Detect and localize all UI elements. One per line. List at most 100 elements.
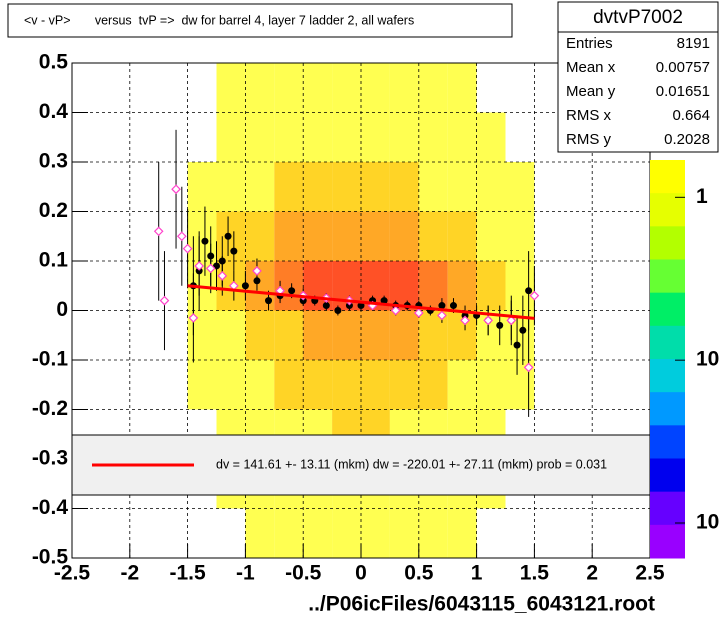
palette-cell xyxy=(650,491,685,526)
heat-cell xyxy=(332,310,361,360)
data-point xyxy=(201,237,209,245)
palette-cell xyxy=(650,325,685,360)
heat-cell xyxy=(274,162,304,212)
palette-cell xyxy=(650,392,685,426)
stat-value: 0.00757 xyxy=(656,59,710,76)
heat-cell xyxy=(361,360,390,410)
y-tick-label: -0.1 xyxy=(32,348,69,371)
stat-name: Entries xyxy=(566,35,613,52)
stat-name: RMS x xyxy=(566,107,612,124)
data-point xyxy=(506,315,517,326)
heat-cell xyxy=(332,360,361,410)
x-tick-label: 0 xyxy=(355,562,367,585)
color-palette: 1 10 10 xyxy=(650,160,719,559)
data-point xyxy=(224,232,232,240)
heat-cell xyxy=(303,112,333,162)
heat-cell xyxy=(389,360,419,410)
stats-rows: Entries 8191 Mean x 0.00757 Mean y 0.01651 RMS… xyxy=(566,35,710,148)
z-tick-label: 1 xyxy=(696,185,708,208)
heat-cell xyxy=(245,112,275,162)
x-tick-label: 1 xyxy=(471,562,483,585)
heat-cell xyxy=(476,112,506,162)
heat-cell xyxy=(274,112,304,162)
data-point xyxy=(176,231,187,242)
heat-cell xyxy=(361,508,390,558)
heat-cell xyxy=(332,508,361,558)
heat-cell xyxy=(505,162,535,212)
heat-cell xyxy=(216,63,246,113)
heat-cell xyxy=(361,162,390,212)
data-point xyxy=(525,287,533,295)
x-tick-label: 1.5 xyxy=(520,562,550,585)
palette-cell xyxy=(650,193,685,227)
heat-cell xyxy=(447,63,477,113)
marks xyxy=(153,129,540,417)
fit-legend-text: dv = 141.61 +- 13.11 (mkm) dw = -220.01 … xyxy=(216,457,607,471)
z-tick-label: 10 xyxy=(696,511,719,534)
heat-cell xyxy=(389,112,419,162)
heat-cell xyxy=(505,211,535,261)
heat-cell xyxy=(245,211,275,261)
heat-cell xyxy=(274,211,304,261)
heat-cell xyxy=(216,162,246,212)
x-tick-label: 2.5 xyxy=(635,562,665,585)
stat-name: RMS y xyxy=(566,131,612,148)
stat-value: 8191 xyxy=(677,35,710,52)
heat-cell xyxy=(332,112,361,162)
heat-cell xyxy=(332,162,361,212)
data-point xyxy=(288,287,296,295)
heat-cell xyxy=(389,211,419,261)
heat-cell xyxy=(447,310,477,360)
heat-cell xyxy=(447,508,477,558)
x-tick-label: -2.5 xyxy=(54,562,91,585)
x-tick-label: -1 xyxy=(236,562,255,585)
heat-cell xyxy=(476,360,506,410)
heat-cell xyxy=(303,162,333,212)
heat-cell xyxy=(245,310,275,360)
data-point xyxy=(194,261,205,271)
heat-cell xyxy=(361,112,390,162)
data-point xyxy=(252,266,262,276)
heat-cell xyxy=(476,211,506,261)
heat-cell xyxy=(216,112,246,162)
data-point xyxy=(159,295,170,306)
heat-cell xyxy=(476,261,506,311)
palette-cell xyxy=(650,160,685,194)
stats-title: dvtvP7002 xyxy=(593,7,683,28)
heat-cell xyxy=(216,310,246,360)
y-tick-label: 0.3 xyxy=(39,150,68,173)
heat-cell xyxy=(389,63,419,113)
heat-cell xyxy=(274,310,304,360)
heat-cell xyxy=(274,508,304,558)
data-point xyxy=(153,226,164,237)
data-point xyxy=(437,310,447,321)
heat-cell xyxy=(389,310,419,360)
heat-cell xyxy=(447,112,477,162)
heat-cell xyxy=(274,63,304,113)
palette-cell xyxy=(650,226,685,260)
heat-cell xyxy=(187,162,217,212)
stat-value: 0.01651 xyxy=(656,83,710,100)
y-tick-label: 0.5 xyxy=(39,51,69,74)
data-point xyxy=(334,307,342,314)
data-point xyxy=(513,341,521,349)
stat-value: 0.664 xyxy=(672,107,710,124)
heat-cell xyxy=(361,63,390,113)
heat-cell xyxy=(245,63,275,113)
data-point xyxy=(322,302,330,310)
heat-cell xyxy=(418,360,448,410)
stat-name: Mean y xyxy=(566,83,616,100)
heat-cell xyxy=(476,162,506,212)
data-point xyxy=(390,305,401,316)
palette-cell xyxy=(650,458,685,493)
data-point xyxy=(217,271,228,281)
x-axis-label: ../P06icFiles/6043115_6043121.root xyxy=(308,593,655,616)
x-tick-label: -1.5 xyxy=(170,562,207,585)
heat-cell xyxy=(447,162,477,212)
data-point xyxy=(449,302,457,310)
data-point xyxy=(496,321,504,329)
x-tick-label: 0.5 xyxy=(404,562,434,585)
chart-title: <v - vP> versus tvP => dw for barrel 4, … xyxy=(24,13,414,27)
data-point xyxy=(205,263,216,274)
heat-cell xyxy=(447,211,477,261)
